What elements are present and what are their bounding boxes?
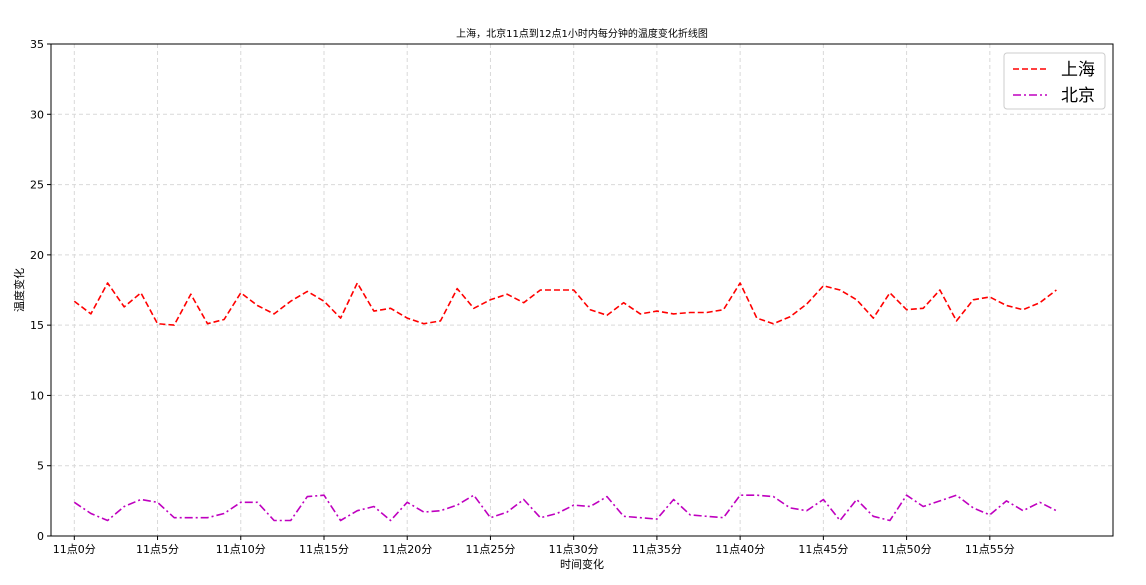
y-tick-label: 5 xyxy=(37,460,44,473)
x-axis: 11点0分 11点5分 11点10分 11点15分 11点20分 11点25分 11点30分… xyxy=(53,536,1015,556)
x-tick-label: 11点25分 xyxy=(465,543,515,556)
x-tick-label: 11点40分 xyxy=(715,543,765,556)
y-axis: 0 5 10 15 20 25 30 35 xyxy=(30,38,51,543)
series-lines xyxy=(73,282,1057,522)
x-tick-label: 11点30分 xyxy=(549,543,599,556)
x-tick-label: 11点5分 xyxy=(136,543,179,556)
y-tick-label: 0 xyxy=(37,530,44,543)
y-axis-title: 温度变化 xyxy=(12,268,26,312)
y-tick-label: 20 xyxy=(30,249,44,262)
x-tick-label: 11点50分 xyxy=(882,543,932,556)
y-tick-label: 15 xyxy=(30,319,44,332)
y-tick-label: 30 xyxy=(30,108,44,121)
x-axis-title: 时间变化 xyxy=(560,557,604,571)
x-tick-label: 11点45分 xyxy=(798,543,848,556)
x-tick-label: 11点55分 xyxy=(965,543,1015,556)
grid-lines xyxy=(51,44,1113,536)
legend-label-1: 北京 xyxy=(1061,86,1095,106)
x-tick-label: 11点0分 xyxy=(53,543,96,556)
x-tick-label: 11点35分 xyxy=(632,543,682,556)
y-tick-label: 10 xyxy=(30,389,44,402)
series-line-0 xyxy=(73,282,1057,326)
plot-frame xyxy=(50,43,1114,537)
series-line-1 xyxy=(73,494,1057,522)
y-tick-label: 25 xyxy=(30,179,44,192)
legend-label-0: 上海 xyxy=(1061,60,1095,80)
chart-title: 上海，北京11点到12点1小时内每分钟的温度变化折线图 xyxy=(456,27,708,40)
x-tick-label: 11点15分 xyxy=(299,543,349,556)
y-tick-label: 35 xyxy=(30,38,44,51)
x-tick-label: 11点10分 xyxy=(216,543,266,556)
x-tick-label: 11点20分 xyxy=(382,543,432,556)
